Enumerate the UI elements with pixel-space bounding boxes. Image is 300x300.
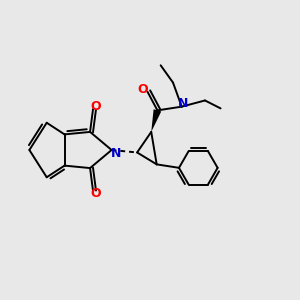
Polygon shape	[151, 109, 161, 132]
Text: O: O	[90, 187, 101, 200]
Text: N: N	[178, 97, 188, 110]
Text: O: O	[137, 83, 148, 96]
Text: N: N	[111, 147, 121, 160]
Text: O: O	[90, 100, 101, 113]
